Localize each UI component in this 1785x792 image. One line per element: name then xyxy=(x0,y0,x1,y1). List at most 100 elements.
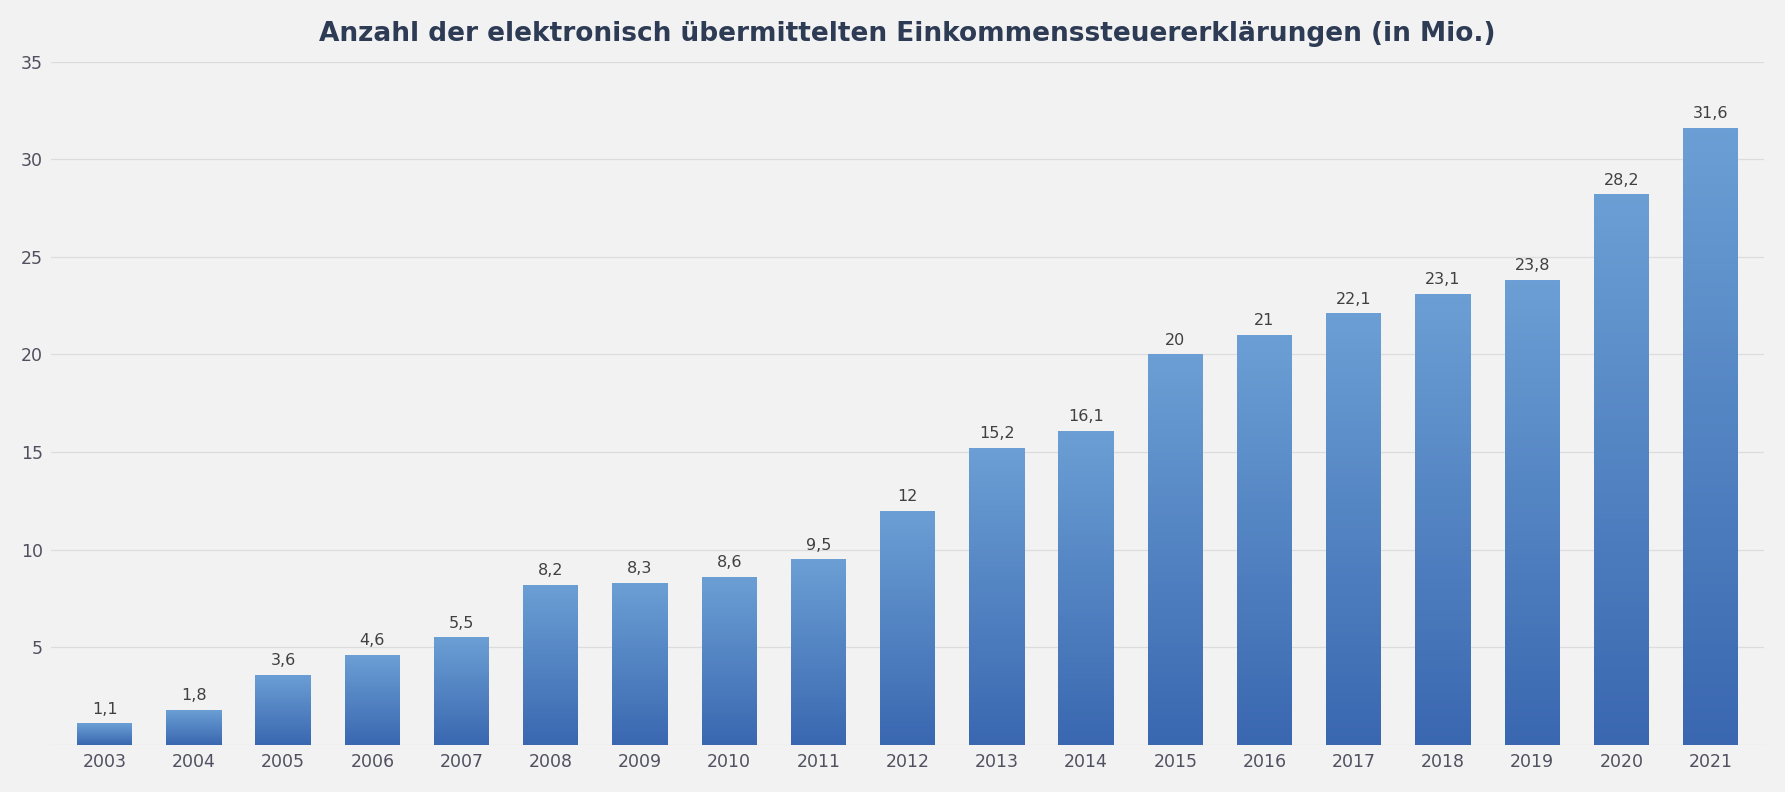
Bar xyxy=(1594,701,1649,706)
Bar xyxy=(612,638,668,639)
Bar xyxy=(1683,368,1739,375)
Bar xyxy=(1237,556,1292,561)
Bar xyxy=(1237,486,1292,491)
Bar xyxy=(702,728,757,729)
Bar xyxy=(1326,555,1382,559)
Bar xyxy=(523,601,578,603)
Bar xyxy=(1683,202,1739,208)
Bar xyxy=(1594,524,1649,530)
Bar xyxy=(1059,669,1114,672)
Bar xyxy=(702,723,757,725)
Bar xyxy=(1594,706,1649,712)
Bar xyxy=(969,546,1025,549)
Bar xyxy=(1237,425,1292,429)
Bar xyxy=(612,604,668,606)
Bar xyxy=(1505,671,1560,675)
Bar xyxy=(1326,383,1382,386)
Bar xyxy=(1416,366,1471,371)
Bar xyxy=(1416,393,1471,398)
Bar xyxy=(523,630,578,631)
Bar xyxy=(702,669,757,671)
Title: Anzahl der elektronisch übermittelten Einkommenssteuererklärungen (in Mio.): Anzahl der elektronisch übermittelten Ei… xyxy=(320,21,1496,47)
Bar xyxy=(1148,511,1203,515)
Bar xyxy=(1326,598,1382,603)
Bar xyxy=(1594,205,1649,211)
Bar xyxy=(702,659,757,661)
Bar xyxy=(345,722,400,723)
Bar xyxy=(523,614,578,615)
Bar xyxy=(1683,578,1739,584)
Bar xyxy=(1237,569,1292,573)
Bar xyxy=(1237,565,1292,569)
Bar xyxy=(1237,626,1292,630)
Bar xyxy=(1594,734,1649,739)
Bar xyxy=(345,665,400,666)
Bar xyxy=(1326,512,1382,516)
Bar xyxy=(612,626,668,628)
Bar xyxy=(880,687,935,688)
Bar xyxy=(1326,663,1382,667)
Bar xyxy=(791,576,846,578)
Bar xyxy=(702,661,757,663)
Bar xyxy=(523,589,578,591)
Bar xyxy=(1683,461,1739,467)
Bar xyxy=(1416,483,1471,488)
Bar xyxy=(1683,394,1739,399)
Bar xyxy=(702,743,757,744)
Bar xyxy=(612,714,668,716)
Bar xyxy=(523,617,578,619)
Bar xyxy=(345,716,400,717)
Bar xyxy=(1683,622,1739,627)
Bar xyxy=(612,740,668,741)
Bar xyxy=(880,693,935,695)
Bar xyxy=(1683,350,1739,356)
Bar xyxy=(1505,535,1560,540)
Bar xyxy=(702,585,757,587)
Bar xyxy=(345,697,400,698)
Bar xyxy=(1237,478,1292,482)
Bar xyxy=(1683,505,1739,511)
Bar xyxy=(791,635,846,638)
Bar xyxy=(1594,723,1649,729)
Bar xyxy=(880,511,935,513)
Bar xyxy=(612,589,668,591)
Bar xyxy=(1594,602,1649,607)
Bar xyxy=(434,671,489,672)
Bar xyxy=(1416,565,1471,569)
Bar xyxy=(1059,431,1114,434)
Bar xyxy=(791,596,846,598)
Bar xyxy=(434,664,489,665)
Bar xyxy=(1505,666,1560,671)
Text: 4,6: 4,6 xyxy=(359,634,386,648)
Bar xyxy=(1683,276,1739,282)
Bar xyxy=(1505,397,1560,401)
Bar xyxy=(880,663,935,665)
Bar xyxy=(880,717,935,719)
Bar xyxy=(1416,704,1471,709)
Bar xyxy=(969,451,1025,454)
Bar xyxy=(345,723,400,724)
Bar xyxy=(1237,630,1292,634)
Bar xyxy=(1148,471,1203,475)
Text: 8,2: 8,2 xyxy=(537,563,564,578)
Bar xyxy=(345,733,400,734)
Bar xyxy=(702,648,757,649)
Bar xyxy=(1594,211,1649,216)
Bar xyxy=(969,487,1025,489)
Bar xyxy=(1594,272,1649,277)
Bar xyxy=(969,615,1025,617)
Bar xyxy=(1505,373,1560,378)
Bar xyxy=(791,569,846,570)
Bar xyxy=(523,706,578,708)
Bar xyxy=(1505,285,1560,290)
Bar xyxy=(1237,367,1292,371)
Bar xyxy=(1148,550,1203,554)
Bar xyxy=(523,735,578,737)
Bar xyxy=(1148,683,1203,687)
Bar xyxy=(1148,366,1203,370)
Bar xyxy=(1237,634,1292,638)
Bar xyxy=(1505,438,1560,443)
Bar xyxy=(969,528,1025,531)
Bar xyxy=(1416,682,1471,686)
Bar xyxy=(612,653,668,654)
